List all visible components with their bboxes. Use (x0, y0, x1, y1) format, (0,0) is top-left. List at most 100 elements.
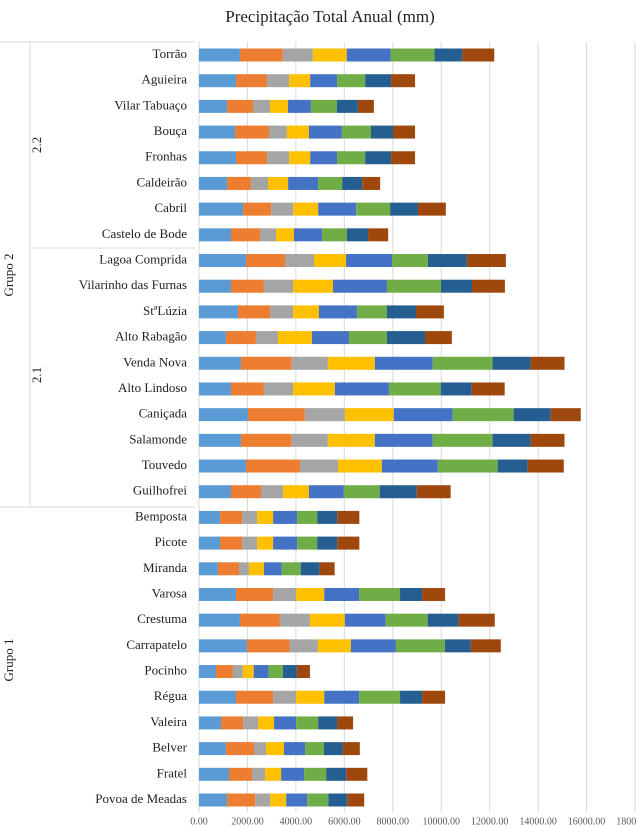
bar-segment (417, 202, 446, 216)
bar-segment (289, 74, 311, 88)
bar-segment (230, 382, 264, 396)
bar-segment (422, 690, 446, 704)
bar-segment (220, 536, 243, 550)
bar-segment (248, 562, 264, 576)
bar-segment (296, 716, 319, 730)
bar-segment (395, 639, 445, 653)
bar-segment (324, 587, 360, 601)
bar-segment (265, 767, 282, 781)
y-tick-label: Aguieira (142, 72, 188, 87)
bar-segment (199, 228, 231, 242)
bar-segment (230, 485, 262, 499)
bar-segment (337, 716, 354, 730)
bar-segment (304, 767, 327, 781)
bar-segment (199, 254, 246, 268)
bar-segment (452, 408, 514, 422)
bar-segment (269, 99, 288, 113)
bar-segment (236, 151, 268, 165)
bar-segment (239, 613, 280, 627)
bar-segment (300, 562, 320, 576)
bar-segment (247, 408, 305, 422)
bar-segment (344, 613, 386, 627)
bar-segment (281, 562, 301, 576)
bar-segment (253, 742, 267, 756)
bar-segment (239, 48, 283, 62)
bar-segment (388, 382, 441, 396)
bar-segment (427, 613, 459, 627)
bar-segment (199, 613, 240, 627)
bar-segment (227, 176, 252, 190)
bar-segment (304, 408, 345, 422)
bar-segment (199, 408, 248, 422)
bar-segment (310, 151, 338, 165)
bar-segment (242, 536, 258, 550)
bar-segment (282, 48, 313, 62)
bar-segment (199, 485, 231, 499)
bar-segment (267, 151, 290, 165)
bar-segment (440, 382, 472, 396)
bar-segment (343, 485, 380, 499)
y-tick-label: Castelo de Bode (102, 226, 187, 241)
bar-segment (317, 536, 338, 550)
bar-segment (199, 433, 241, 447)
x-tick-label: 0.00 (190, 816, 208, 826)
bar-segment (427, 254, 467, 268)
bar-segment (374, 356, 433, 370)
bar-segment (227, 793, 256, 807)
bar-segment (392, 254, 428, 268)
bar-segment (199, 716, 222, 730)
bar-segment (240, 356, 292, 370)
bar-segment (305, 742, 324, 756)
bar-segment (530, 433, 565, 447)
y-tick-label: Caniçada (139, 406, 188, 421)
bar-segment (199, 510, 221, 524)
bar-segment (282, 665, 297, 679)
bar-segment (471, 382, 505, 396)
y-tick-label: Alto Rabagão (115, 329, 187, 344)
bar-segment (393, 125, 416, 139)
x-tick-label: 6000.00 (328, 816, 361, 826)
bar-segment (286, 125, 309, 139)
bar-segment (271, 202, 294, 216)
y-tick-label: Carrapatelo (126, 637, 187, 652)
bar-segment (391, 151, 416, 165)
bar-segment (346, 228, 369, 242)
bar-segment (267, 74, 290, 88)
bar-segment (289, 639, 318, 653)
bar-segment (243, 716, 259, 730)
bar-segment (437, 459, 498, 473)
bar-segment (348, 331, 387, 345)
bar-segment (432, 433, 493, 447)
bar-segment (317, 639, 351, 653)
bar-segment (292, 305, 319, 319)
bar-segment (296, 690, 325, 704)
bar-segment (359, 587, 401, 601)
bar-segment (257, 536, 274, 550)
bar-segment (263, 279, 293, 293)
bar-segment (317, 510, 338, 524)
bar-segment (492, 433, 531, 447)
bar-segment (311, 331, 349, 345)
bar-segment (344, 408, 394, 422)
bar-segment (243, 202, 272, 216)
y-tick-label: Salamonde (129, 431, 187, 446)
bar-segment (422, 587, 446, 601)
y-tick-label: Varosa (152, 585, 188, 600)
y-tick-label: Vilar Tabuaço (114, 97, 187, 112)
bar-segment (337, 510, 360, 524)
bar-segment (368, 228, 389, 242)
bar-segment (199, 767, 230, 781)
bar-segment (293, 202, 319, 216)
bar-segment (296, 587, 325, 601)
bar-segment (253, 99, 270, 113)
bar-segment (279, 613, 310, 627)
x-tick-label: 2000.00 (231, 816, 264, 826)
bar-segment (286, 793, 308, 807)
bar-segment (229, 767, 253, 781)
bar-segment (342, 176, 363, 190)
bar-segment (199, 176, 228, 190)
bar-segment (199, 665, 216, 679)
bar-segment (273, 587, 297, 601)
bar-segment (324, 690, 360, 704)
bar-segment (263, 382, 293, 396)
